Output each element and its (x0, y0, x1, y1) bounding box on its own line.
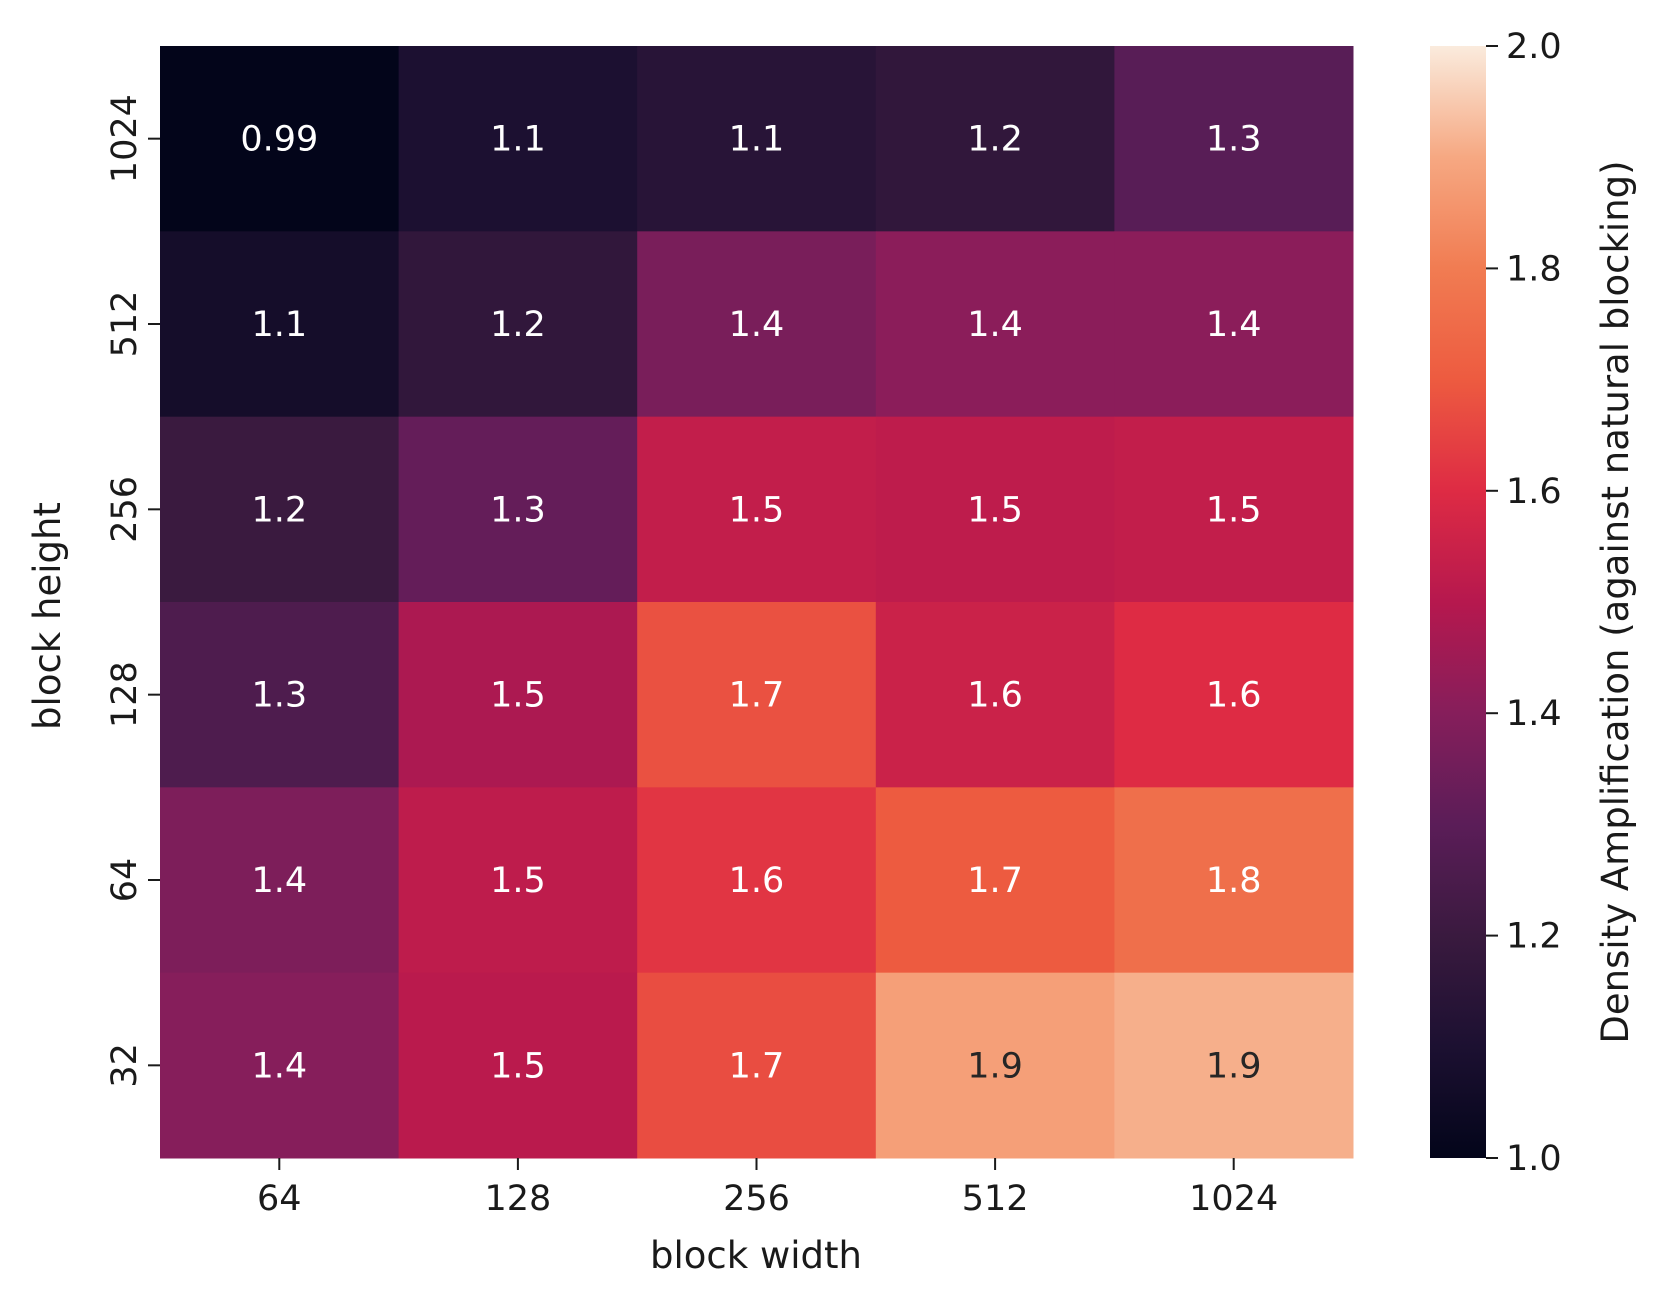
cell-value-label: 1.5 (967, 490, 1023, 530)
x-tick-label: 256 (723, 1179, 790, 1219)
heatmap-cell (398, 972, 638, 1159)
cell-value-label: 1.1 (251, 305, 307, 345)
cell-value-label: 1.7 (967, 861, 1023, 901)
heatmap-cells: 0.99 1.1 1.1 1.2 1.3 1.1 1.2 1.4 1.4 1.4 1.2 1.3 1.5… (160, 46, 1354, 1159)
cell-value-label: 1.4 (729, 305, 785, 345)
y-tick-label: 32 (105, 1043, 145, 1088)
heatmap-cell (160, 416, 400, 603)
heatmap-cell (1114, 46, 1354, 232)
cell-value-label: 1.5 (490, 676, 546, 716)
colorbar-tick-label: 1.6 (1506, 472, 1562, 512)
heatmap-cell (875, 787, 1115, 974)
heatmap-cell (875, 416, 1115, 603)
heatmap-cell (875, 231, 1115, 418)
heatmap-cell (1114, 787, 1354, 974)
cell-value-label: 1.6 (729, 861, 785, 901)
colorbar-tick-label: 2.0 (1506, 27, 1562, 67)
cell-value-label: 1.7 (729, 1046, 785, 1086)
heatmap-cell (637, 602, 877, 788)
cell-value-label: 1.5 (490, 861, 546, 901)
cell-value-label: 1.3 (251, 676, 307, 716)
y-tick-label: 512 (105, 291, 145, 358)
colorbar: 1.0 1.2 1.4 1.6 1.8 2.0 Density Amplification… (1430, 27, 1637, 1179)
cell-value-label: 1.3 (490, 490, 546, 530)
cell-value-label: 1.6 (967, 676, 1023, 716)
cell-value-label: 1.2 (490, 305, 546, 345)
heatmap-cell (398, 231, 638, 418)
heatmap-cell (160, 46, 400, 232)
heatmap-cell (398, 416, 638, 603)
x-axis: block width 64 128 256 512 1024 (257, 1158, 1278, 1277)
cell-value-label: 1.7 (729, 676, 785, 716)
y-tick-label: 64 (105, 858, 145, 903)
y-tick-label: 256 (105, 476, 145, 543)
cell-value-label: 1.2 (251, 490, 307, 530)
y-tick-label: 1024 (105, 94, 145, 183)
heatmap-cell (637, 416, 877, 603)
cell-value-label: 1.1 (729, 120, 785, 160)
colorbar-label: Density Amplification (against natural b… (1594, 160, 1637, 1043)
heatmap-cell (398, 46, 638, 232)
heatmap-cell (160, 602, 400, 788)
cell-value-label: 1.2 (967, 120, 1023, 160)
x-tick-label: 1024 (1189, 1179, 1278, 1219)
cell-value-label: 1.9 (967, 1046, 1023, 1086)
cell-value-label: 1.4 (251, 861, 307, 901)
heatmap-cell (637, 787, 877, 974)
heatmap-cell (1114, 231, 1354, 418)
heatmap-cell (160, 972, 400, 1159)
cell-value-label: 1.4 (251, 1046, 307, 1086)
y-tick-label: 128 (105, 661, 145, 728)
heatmap-cell (1114, 416, 1354, 603)
x-tick-label: 512 (962, 1179, 1029, 1219)
cell-value-label: 1.5 (490, 1046, 546, 1086)
heatmap-cell (1114, 602, 1354, 788)
colorbar-tick-label: 1.4 (1506, 694, 1562, 734)
cell-value-label: 1.3 (1206, 120, 1262, 160)
cell-value-label: 1.8 (1206, 861, 1262, 901)
heatmap-cell (875, 602, 1115, 788)
colorbar-tick-label: 1.2 (1506, 917, 1562, 957)
heatmap-cell (1114, 972, 1354, 1159)
heatmap-cell (875, 46, 1115, 232)
x-tick-label: 128 (484, 1179, 551, 1219)
heatmap-cell (637, 972, 877, 1159)
cell-value-label: 1.9 (1206, 1046, 1262, 1086)
cell-value-label: 1.4 (1206, 305, 1262, 345)
colorbar-gradient (1430, 46, 1486, 1158)
cell-value-label: 1.1 (490, 120, 546, 160)
heatmap-cell (160, 231, 400, 418)
cell-value-label: 0.99 (240, 120, 318, 160)
colorbar-tick-label: 1.0 (1506, 1139, 1562, 1179)
heatmap-cell (875, 972, 1115, 1159)
y-axis: block height 1024 512 256 128 64 32 (26, 94, 160, 1088)
x-tick-label: 64 (257, 1179, 302, 1219)
colorbar-tick-label: 1.8 (1506, 249, 1562, 289)
heatmap-cell (398, 787, 638, 974)
cell-value-label: 1.6 (1206, 676, 1262, 716)
cell-value-label: 1.5 (1206, 490, 1262, 530)
cell-value-label: 1.5 (729, 490, 785, 530)
cell-value-label: 1.4 (967, 305, 1023, 345)
heatmap-cell (160, 787, 400, 974)
y-axis-label: block height (26, 502, 69, 730)
heatmap-cell (637, 231, 877, 418)
heatmap-cell (637, 46, 877, 232)
x-axis-label: block width (650, 1234, 862, 1277)
colorbar-ticks: 1.0 1.2 1.4 1.6 1.8 2.0 (1486, 27, 1562, 1179)
heatmap-cell (398, 602, 638, 788)
